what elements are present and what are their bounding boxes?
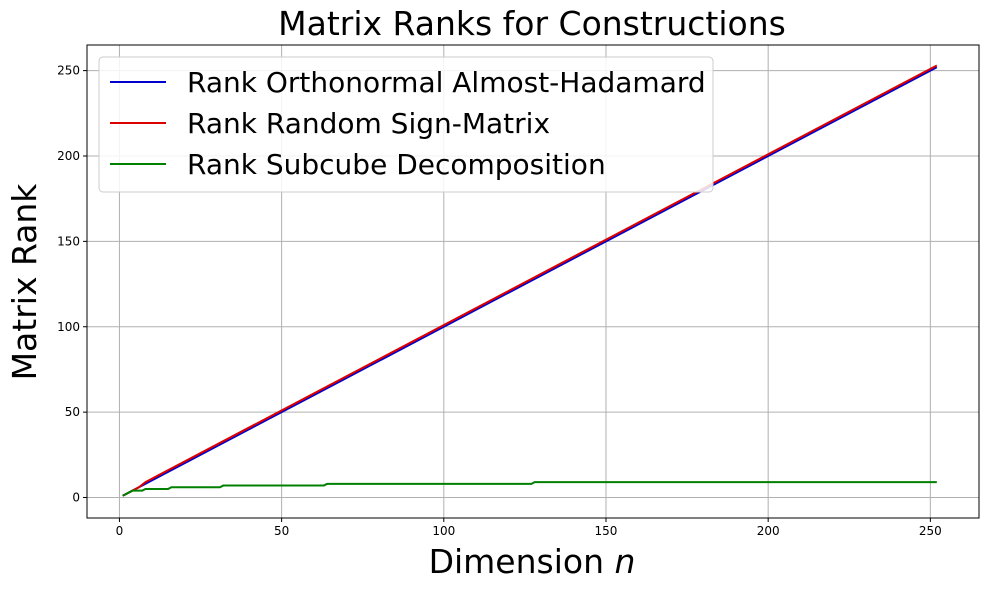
x-tick-label: 100 [432,524,455,538]
plot-area-frame [86,44,980,519]
x-tick-label: 250 [919,524,942,538]
y-axis-label: Matrix Rank [5,183,44,381]
x-tick-label: 200 [757,524,780,538]
x-tick-label: 0 [116,524,124,538]
series-lines [122,64,938,497]
y-tick-label: 150 [57,234,80,248]
y-tick-label: 0 [72,491,80,505]
legend: Rank Orthonormal Almost-Hadamard Rank Ran… [98,56,714,193]
y-tick-label: 50 [65,405,80,419]
x-axis-label: Dimension n [429,542,636,581]
series-line-1 [122,66,938,497]
x-tick-label: 50 [274,524,289,538]
y-tick-label: 250 [57,64,80,78]
legend-label-1: Rank Orthonormal Almost-Hadamard [187,66,706,99]
x-axis-label-variable: n [614,542,635,581]
y-tick-label: 200 [57,149,80,163]
legend-box [98,56,714,193]
legend-items: Rank Orthonormal Almost-Hadamard Rank Ran… [110,66,706,181]
legend-label-3: Rank Subcube Decomposition [187,148,606,181]
x-tick-label: 150 [595,524,618,538]
axis-ticks: 0 50 100 150 200 250 0 50 100 150 200 250 [57,64,942,538]
x-axis-label-text: Dimension [429,542,615,581]
series-line-3 [122,481,937,497]
legend-label-2: Rank Random Sign-Matrix [187,107,550,140]
chart-title: Matrix Ranks for Constructions [278,4,786,43]
y-tick-label: 100 [57,320,80,334]
